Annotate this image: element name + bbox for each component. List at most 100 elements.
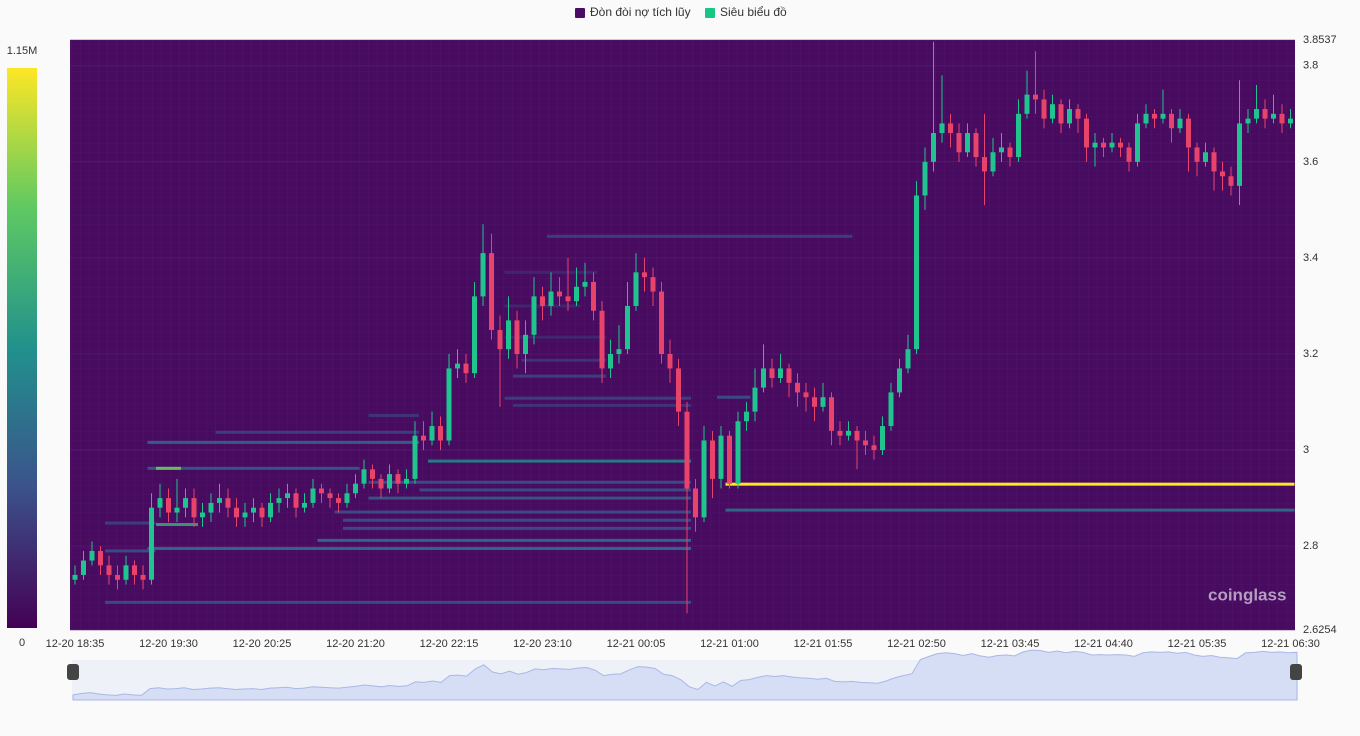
candle-body [803, 392, 809, 398]
candle-body [659, 291, 664, 354]
x-tick-label: 12-21 06:30 [1261, 638, 1320, 650]
y-tick-label: 3.6 [1303, 156, 1318, 168]
candle-body [1211, 152, 1217, 172]
candle-body [982, 157, 987, 172]
candle-body [565, 296, 571, 302]
y-tick-label: 2.6254 [1303, 624, 1337, 636]
legend-swatch [705, 8, 715, 18]
candle-body [837, 430, 843, 436]
candle-body [1118, 142, 1123, 148]
liquidation-level [105, 600, 691, 604]
candle-body [608, 353, 613, 369]
candle-body [268, 502, 273, 518]
legend: Đòn đòi nợ tích lũy Siêu biểu đồ [575, 5, 787, 19]
candle-body [854, 430, 860, 441]
candle-body [990, 152, 996, 172]
candle-body [752, 387, 758, 412]
candle-body [1160, 113, 1166, 119]
candle-body [574, 286, 579, 302]
candle-body [225, 498, 231, 508]
legend-swatch [575, 8, 585, 18]
candle-body [1169, 113, 1174, 129]
liquidation-level [368, 413, 419, 417]
liquidation-level [343, 526, 691, 530]
candle-body [429, 426, 435, 441]
liquidation-level [215, 430, 419, 434]
y-tick-label: 3.8537 [1303, 34, 1337, 46]
candle-body [676, 368, 681, 412]
candle-body [922, 161, 928, 196]
x-tick-label: 12-20 19:30 [139, 638, 198, 650]
candle-body [888, 392, 894, 427]
candle-body [446, 368, 452, 441]
candle-body [786, 368, 792, 383]
candle-body [412, 435, 418, 479]
candle-body [1101, 142, 1106, 148]
liquidation-level [521, 358, 606, 362]
candle-body [123, 565, 129, 580]
candle-body [98, 550, 103, 566]
candle-body [718, 435, 724, 479]
candle-body [217, 498, 222, 503]
candle-body [778, 368, 783, 379]
candle-body [846, 430, 851, 436]
candle-body [931, 133, 936, 162]
candle-body [370, 469, 375, 479]
candle-body [472, 296, 477, 374]
liquidation-level [419, 488, 691, 492]
y-tick-label: 3.2 [1303, 348, 1318, 360]
candle-body [795, 382, 800, 393]
candle-body [1203, 152, 1208, 162]
candle-body [667, 353, 673, 369]
liquidation-level [105, 549, 156, 553]
x-tick-label: 12-21 05:35 [1168, 638, 1227, 650]
x-tick-label: 12-20 21:20 [326, 638, 385, 650]
liquidation-level [547, 234, 853, 238]
candle-body [650, 277, 656, 292]
x-tick-label: 12-21 04:40 [1074, 638, 1133, 650]
y-tick-label: 3.8 [1303, 60, 1318, 72]
navigator-handle[interactable] [67, 664, 79, 680]
candle-body [625, 305, 630, 350]
liquidation-level [156, 523, 198, 527]
candle-body [72, 574, 78, 580]
candle-body [149, 507, 154, 580]
candle-body [106, 565, 112, 575]
candle-body [404, 478, 409, 484]
x-tick-label: 12-21 00:05 [607, 638, 666, 650]
candle-body [956, 133, 962, 153]
candle-body [344, 493, 350, 503]
candle-body [327, 493, 333, 499]
candle-body [234, 507, 239, 518]
candle-body [361, 469, 367, 484]
candle-body [1245, 118, 1251, 124]
candle-body [523, 334, 528, 354]
candle-body [684, 411, 690, 489]
candle-body [1194, 147, 1200, 162]
watermark: coinglass [1208, 585, 1286, 604]
legend-label: Siêu biểu đồ [720, 5, 787, 19]
candle-body [242, 512, 248, 518]
colorbar-max-label: 1.15M [7, 45, 38, 57]
liquidation-level [513, 403, 691, 407]
candle-body [1050, 104, 1055, 119]
x-tick-label: 12-20 23:10 [513, 638, 572, 650]
candle-body [1084, 118, 1089, 148]
candle-body [761, 368, 766, 388]
candle-body [1152, 113, 1157, 119]
candle-body [421, 435, 426, 441]
candle-body [880, 426, 885, 451]
candle-body [939, 123, 945, 134]
candle-body [548, 291, 554, 306]
candle-body [531, 296, 537, 335]
candle-body [200, 512, 205, 518]
liquidation-level [317, 538, 691, 542]
liquidation-level [368, 480, 691, 484]
navigator-handle[interactable] [1290, 664, 1302, 680]
candle-body [1007, 147, 1013, 158]
candle-body [157, 498, 163, 508]
candle-body [81, 560, 86, 575]
candle-body [769, 368, 775, 379]
candle-body [1177, 118, 1183, 129]
candle-body [1143, 113, 1149, 124]
